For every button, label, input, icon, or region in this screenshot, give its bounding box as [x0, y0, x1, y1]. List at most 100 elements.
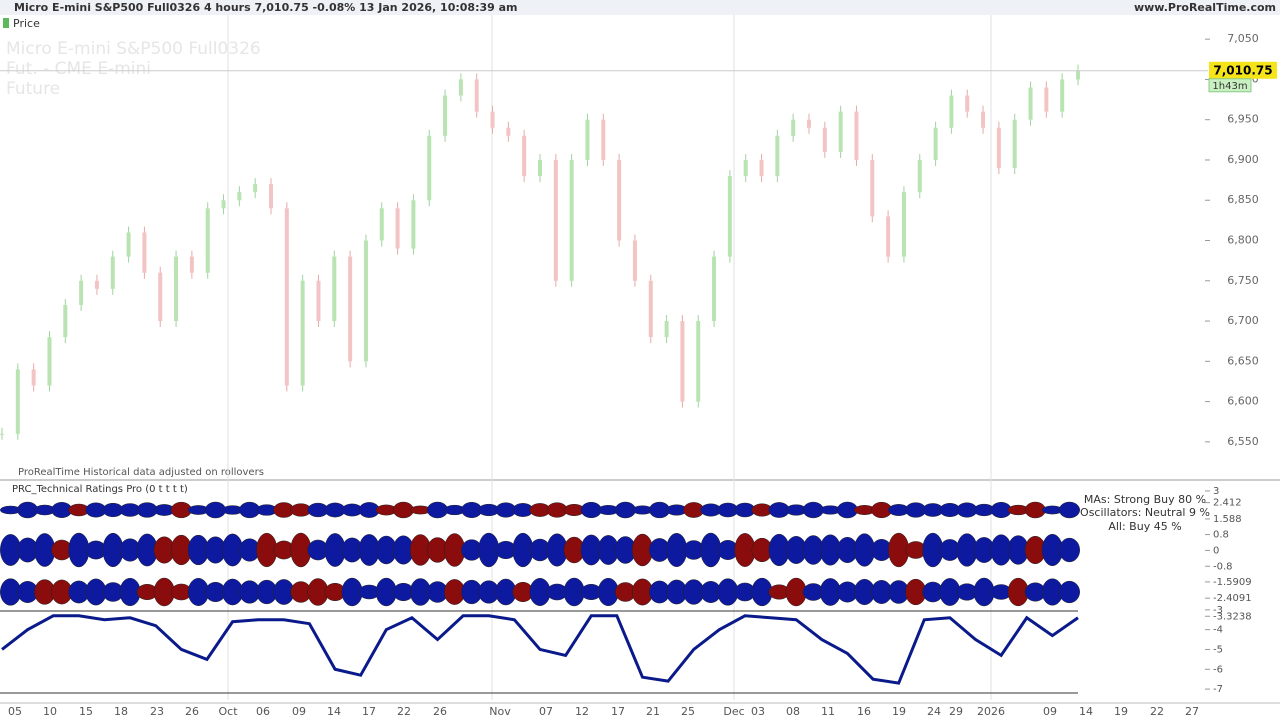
candle	[727, 176, 732, 257]
candle	[632, 240, 637, 281]
x-tick-label: 22	[1150, 705, 1164, 718]
x-tick-label: 19	[892, 705, 906, 718]
y-tick-label: -4	[1213, 625, 1223, 636]
summary: Oscillators: Neutral 9 %	[1080, 506, 1210, 519]
candle	[822, 127, 827, 152]
candle	[680, 321, 685, 402]
y-tick-label: 0.8	[1213, 530, 1229, 541]
candle	[205, 208, 210, 273]
y-tick-label: 7,050	[1227, 32, 1259, 45]
y-tick-label: 6,750	[1227, 274, 1259, 287]
ribbon	[1058, 537, 1080, 563]
candle	[506, 127, 511, 136]
candle	[126, 232, 131, 257]
x-tick-label: 15	[79, 705, 93, 718]
x-tick-label: 10	[43, 705, 57, 718]
y-tick-label: 3	[1213, 486, 1219, 497]
candle	[933, 127, 938, 160]
x-tick-label: 06	[256, 705, 270, 718]
candle	[158, 272, 163, 322]
candle	[379, 208, 384, 241]
candle	[79, 280, 84, 305]
x-tick-label: 18	[114, 705, 128, 718]
candle	[47, 337, 52, 386]
candle	[886, 216, 891, 257]
note: ProRealTime Historical data adjusted on …	[18, 467, 264, 478]
y-tick-label: -1.5909	[1213, 577, 1252, 588]
x-tick-label: 12	[575, 705, 589, 718]
x-tick-label: 26	[433, 705, 447, 718]
candle	[142, 232, 147, 273]
ribbon	[1058, 580, 1080, 604]
candle	[538, 159, 542, 177]
x-tick-label: Dec	[723, 705, 744, 718]
x-tick-label: 27	[1185, 705, 1199, 718]
candle	[395, 208, 400, 249]
price-tag	[1209, 61, 1277, 79]
watermark: Fut. - CME E-mini	[6, 59, 151, 79]
candle	[332, 256, 337, 322]
y-tick-label: -5	[1213, 644, 1223, 655]
x-tick-label: Nov	[489, 705, 511, 718]
candle	[269, 184, 273, 209]
candle	[838, 111, 843, 152]
x-tick-label: 05	[8, 705, 22, 718]
y-tick-label: 6,950	[1227, 113, 1259, 126]
site-link[interactable]: www.ProRealTime.com	[1134, 1, 1276, 14]
y-tick-label: 6,800	[1227, 234, 1259, 247]
candle	[443, 95, 448, 136]
summary: All: Buy 45 %	[1108, 520, 1181, 533]
candle	[1044, 87, 1049, 112]
window-title: Micro E-mini S&P500 Full0326 4 hours 7,0…	[14, 1, 518, 14]
candle	[316, 280, 321, 322]
y-tick-label: -0.8	[1213, 561, 1233, 572]
candle	[617, 159, 622, 241]
y-tick-label: 6,550	[1227, 435, 1259, 448]
x-tick-label: 25	[681, 705, 695, 718]
x-tick-label: 16	[857, 705, 871, 718]
candle	[870, 159, 875, 217]
candle	[94, 280, 99, 289]
candle	[601, 119, 606, 160]
watermark: Micro E-mini S&P500 Full0326	[6, 39, 261, 59]
x-tick-label: 17	[362, 705, 376, 718]
candle	[569, 159, 574, 281]
candle	[458, 79, 463, 96]
candle	[1076, 70, 1080, 80]
y-tick-label: -7	[1213, 684, 1223, 695]
candle	[696, 321, 701, 402]
x-tick-label: 29	[949, 705, 963, 718]
y-tick-label: -3.3238	[1213, 611, 1252, 622]
y-tick-label: -3	[1213, 605, 1223, 616]
candle	[363, 240, 368, 362]
x-tick-label: 19	[1114, 705, 1128, 718]
indicator-title: PRC_Technical Ratings Pro (0 t t t t)	[12, 484, 188, 495]
y-tick-label: 0	[1213, 545, 1219, 556]
x-tick-label: Oct	[218, 705, 238, 718]
watermark: Future	[6, 79, 60, 99]
summary: MAs: Strong Buy 80 %	[1084, 493, 1206, 506]
candle	[1012, 119, 1017, 169]
candle	[31, 369, 36, 386]
y-tick-label: 2.412	[1213, 498, 1242, 509]
candle	[174, 256, 179, 322]
candle	[791, 119, 796, 136]
candle	[490, 111, 495, 128]
candle	[807, 119, 811, 128]
candle	[553, 159, 558, 281]
candle	[0, 433, 4, 435]
x-tick-label: 09	[1043, 705, 1057, 718]
y-tick-label: 6,900	[1227, 153, 1259, 166]
candle	[411, 200, 416, 249]
candle	[712, 256, 717, 322]
y-tick-label: 6,850	[1227, 193, 1259, 206]
title-bar	[0, 0, 1280, 15]
candle	[284, 208, 289, 386]
y-tick-label: -2.4091	[1213, 593, 1252, 604]
candle	[348, 256, 353, 362]
candle	[1060, 79, 1065, 112]
candle	[1028, 87, 1033, 120]
legend: Price	[13, 17, 40, 30]
candle	[427, 135, 432, 201]
